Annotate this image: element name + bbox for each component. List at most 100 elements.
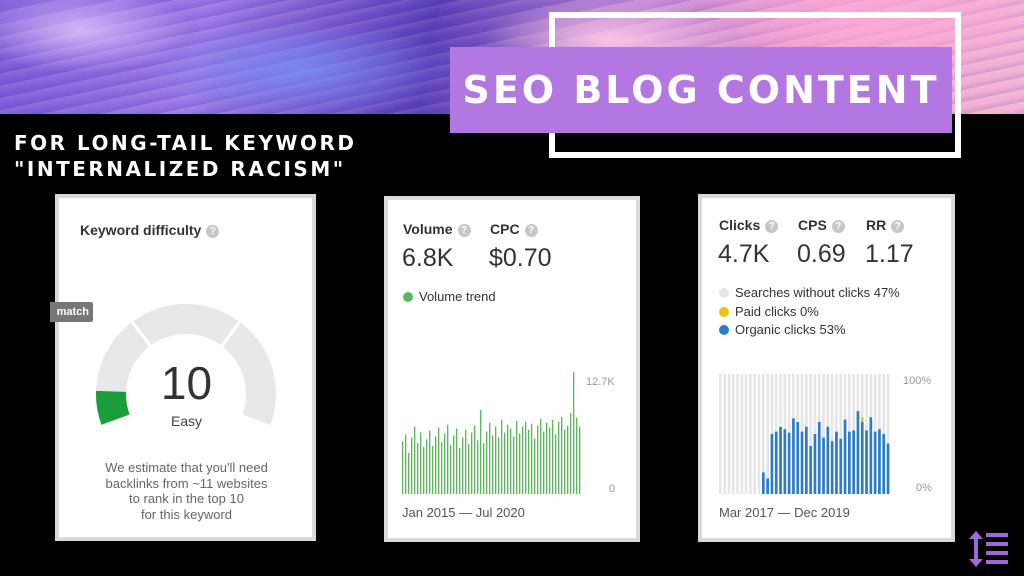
searches-bar [766, 374, 769, 494]
volume-bar [579, 426, 581, 494]
rr-value: 1.17 [865, 240, 914, 268]
gauge-track [96, 304, 276, 425]
volume-bar [573, 371, 575, 494]
volume-bar [570, 412, 572, 494]
volume-bar [480, 410, 482, 494]
help-icon[interactable]: ? [765, 219, 779, 233]
searches-bar [736, 374, 739, 494]
volume-date-range: Jan 2015 — Jul 2020 [402, 505, 525, 520]
paid-bar [860, 417, 864, 422]
volume-bar [435, 436, 437, 494]
gauge-fill [96, 390, 130, 425]
volume-bar [483, 443, 485, 494]
volume-bar [417, 443, 419, 494]
searches-bar [753, 374, 757, 494]
volume-bar [543, 431, 545, 494]
organic-bar [770, 434, 774, 494]
volume-bar [528, 429, 530, 494]
legend-dot [719, 288, 729, 298]
legend-paid: Paid clicks 0% [719, 304, 819, 319]
volume-value: 6.8K [402, 244, 454, 272]
volume-bar [474, 425, 476, 494]
searches-bar [727, 374, 731, 494]
organic-bar [822, 437, 825, 494]
cpc-label-text: CPC [490, 221, 520, 237]
legend-dot [719, 307, 729, 317]
organic-bar [779, 426, 782, 494]
legend-organic: Organic clicks 53% [719, 322, 846, 337]
organic-bar [826, 426, 830, 494]
volume-bar [567, 425, 569, 494]
volume-bar [516, 420, 518, 494]
volume-label: Volume? [403, 221, 471, 237]
keyword-difficulty-text: Keyword difficulty [80, 222, 202, 238]
difficulty-gauge [96, 304, 276, 425]
volume-bar [486, 431, 488, 494]
help-icon[interactable]: ? [831, 219, 845, 233]
volume-axis-max: 12.7K [586, 376, 615, 388]
volume-bar [498, 437, 500, 494]
volume-bar [447, 424, 449, 494]
subtitle: FOR LONG-TAIL KEYWORD "INTERNALIZED RACI… [14, 130, 357, 182]
keyword-difficulty-card: Keyword difficulty? 10 Easy We estimate … [58, 197, 313, 538]
volume-bar [402, 441, 404, 494]
volume-bar [453, 435, 455, 494]
organic-bar [848, 431, 851, 494]
clicks-label: Clicks? [719, 217, 779, 233]
volume-bar [507, 424, 509, 494]
organic-bar [774, 431, 778, 494]
help-icon[interactable]: ? [457, 223, 471, 237]
volume-bar [405, 434, 407, 494]
volume-axis-min: 0 [609, 483, 616, 495]
cpc-label: CPC? [490, 221, 538, 237]
volume-bar [456, 428, 458, 494]
volume-bar [495, 426, 497, 494]
cpc-value: $0.70 [489, 244, 552, 272]
volume-bar [510, 428, 512, 494]
volume-bar [444, 433, 446, 494]
organic-bar [873, 431, 877, 494]
clicks-axis-min: 0% [916, 482, 932, 494]
rr-label-text: RR [866, 217, 887, 233]
match-tab[interactable]: match [50, 302, 93, 322]
help-icon[interactable]: ? [206, 224, 220, 238]
organic-bar [800, 431, 804, 494]
searches-bar [740, 374, 744, 494]
volume-bar [414, 426, 416, 494]
volume-bar [459, 448, 461, 494]
sort-arrows-list-icon [969, 531, 1008, 567]
organic-bar [813, 434, 817, 494]
legend-label: Volume trend [419, 289, 496, 304]
legend-label: Paid clicks 0% [735, 304, 819, 319]
volume-bar [441, 442, 443, 494]
legend-dot [719, 325, 729, 335]
organic-bar [852, 430, 855, 494]
clicks-chart [719, 374, 890, 494]
volume-bar [411, 437, 413, 494]
volume-bar [492, 435, 494, 494]
legend-label: Organic clicks 53% [735, 322, 846, 337]
organic-bar [882, 434, 886, 494]
rr-label: RR? [866, 217, 905, 233]
volume-bar [576, 417, 578, 494]
title-box: SEO BLOG CONTENT [450, 47, 952, 133]
volume-bar [519, 433, 521, 494]
organic-bar [766, 478, 769, 494]
difficulty-value: 10 [160, 357, 213, 409]
help-icon[interactable]: ? [891, 219, 905, 233]
gauge-tick [220, 320, 242, 348]
volume-bar [552, 419, 554, 494]
volume-bar [408, 452, 410, 494]
organic-bar [809, 446, 812, 494]
organic-bar [839, 438, 843, 494]
organic-bar [835, 431, 838, 494]
searches-bar [762, 374, 765, 494]
cps-label: CPS? [798, 217, 845, 233]
organic-bar [787, 432, 791, 494]
help-icon[interactable]: ? [524, 223, 538, 237]
volume-bar [477, 440, 479, 494]
searches-bar [809, 374, 812, 494]
subtitle-line-2: "INTERNALIZED RACISM" [14, 157, 346, 181]
volume-trend-legend: Volume trend [403, 289, 496, 304]
organic-bar [817, 422, 821, 494]
